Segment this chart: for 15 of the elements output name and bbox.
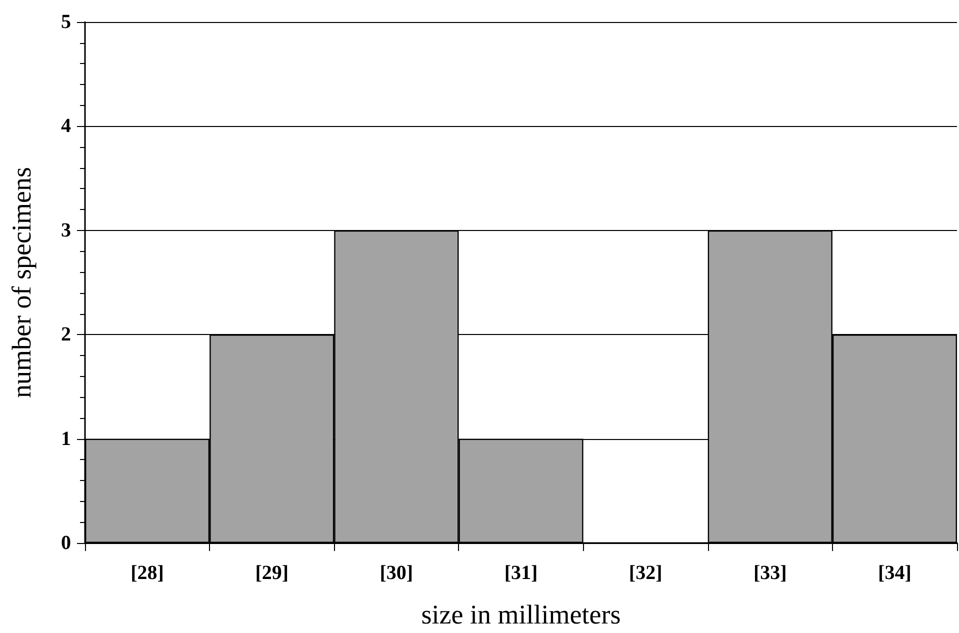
y-tick-label: 3: [61, 219, 71, 242]
y-tick-label: 0: [61, 532, 71, 554]
y-axis-title: number of specimens: [6, 167, 36, 398]
y-tick-label: 1: [61, 428, 71, 450]
x-tick-label: [29]: [255, 562, 289, 584]
x-tick-label: [31]: [504, 562, 538, 584]
x-tick-label: [34]: [878, 562, 912, 584]
x-axis-title: size in millimeters: [421, 600, 621, 630]
y-tick-label: 4: [61, 115, 71, 138]
y-tick-label: 5: [61, 11, 71, 33]
x-tick-label: [28]: [130, 562, 164, 584]
y-tick-label: 2: [61, 324, 71, 346]
x-tick-label: [32]: [628, 562, 662, 584]
x-tick-label: [33]: [753, 562, 787, 584]
x-tick-label: [30]: [380, 562, 414, 584]
